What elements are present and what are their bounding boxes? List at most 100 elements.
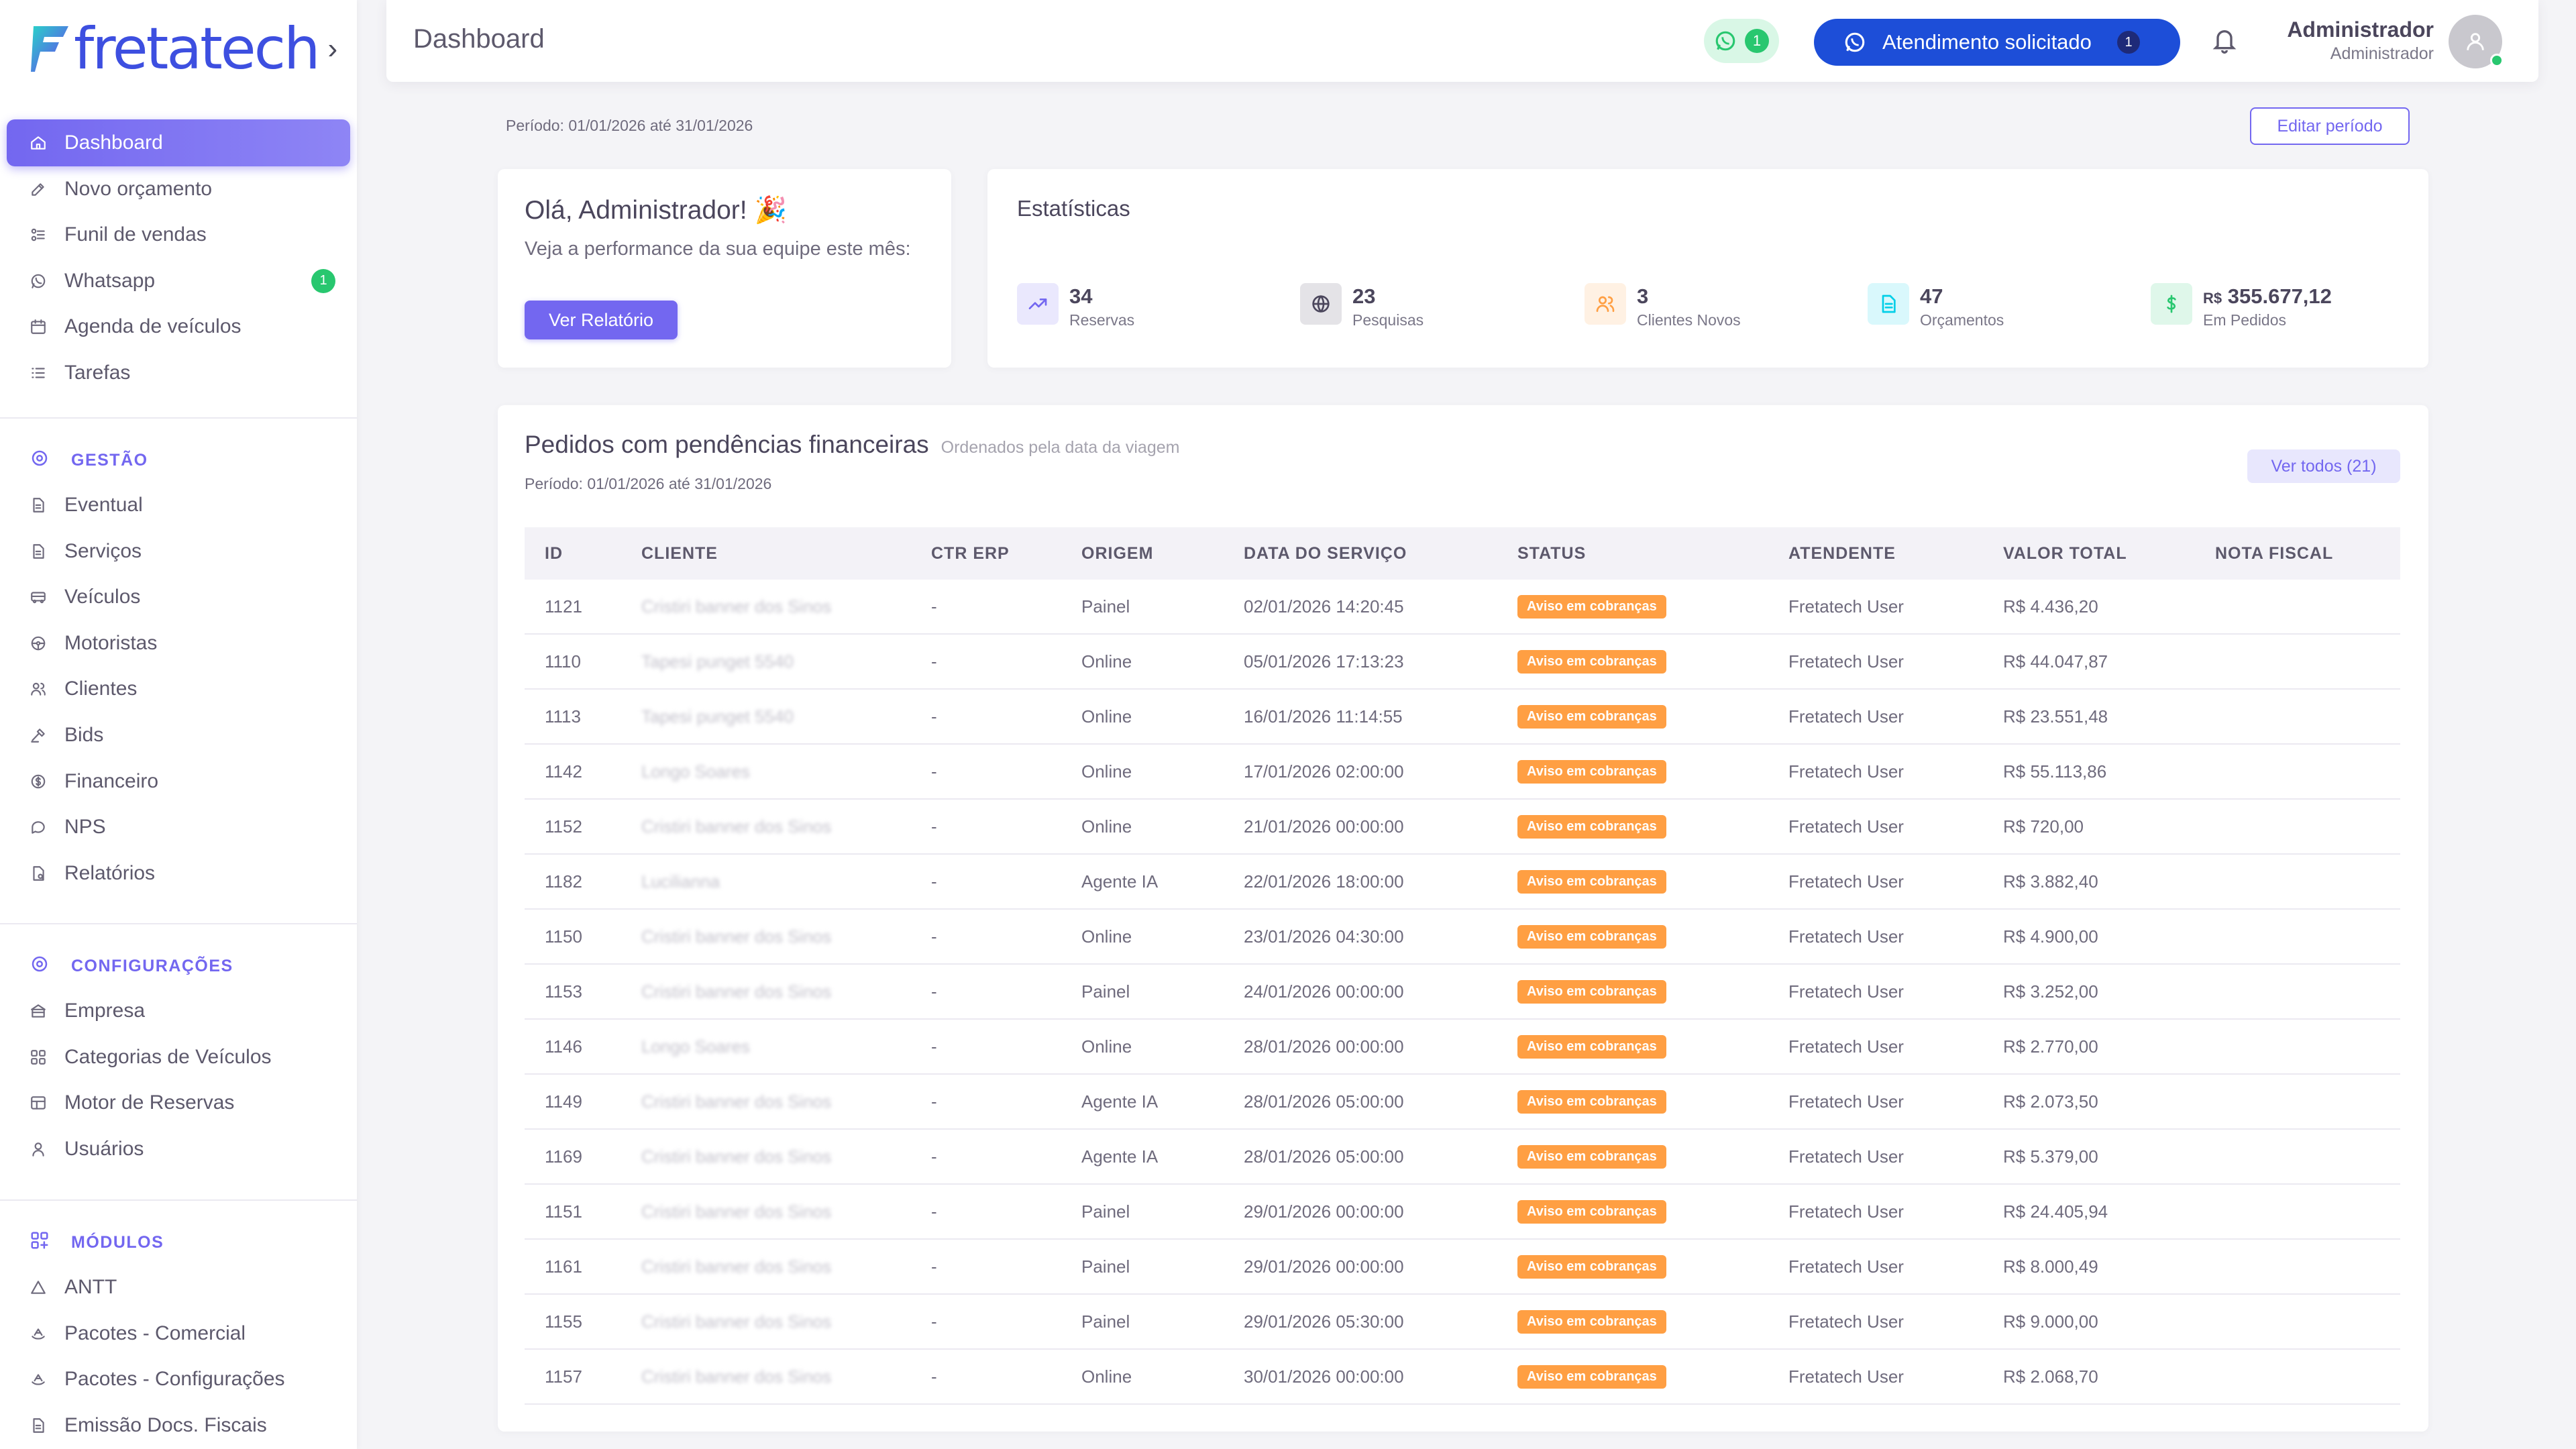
sidebar-item-categorias-de-veiculos[interactable]: Categorias de Veículos: [7, 1034, 350, 1081]
logo-mark-icon: [31, 26, 68, 72]
sidebar-item-label: Novo orçamento: [64, 177, 213, 200]
table-row[interactable]: 1169 Cristiri banner dos Sinos - Agente IA 2…: [525, 1130, 2400, 1185]
user-icon: [2467, 33, 2484, 50]
column-header-nota-fiscal[interactable]: NOTA FISCAL: [2215, 543, 2334, 563]
cell-cliente: Cristiri banner dos Sinos: [641, 1311, 931, 1332]
sidebar-item-nps[interactable]: NPS: [7, 804, 350, 851]
table-row[interactable]: 1182 Lucilianna - Agente IA 22/01/2026 18:00…: [525, 855, 2400, 910]
sidebar-item-tarefas[interactable]: Tarefas: [7, 350, 350, 396]
chevron-right-icon[interactable]: ›: [327, 32, 338, 65]
table-row[interactable]: 1146 Longo Soares - Online 28/01/2026 00:00:…: [525, 1020, 2400, 1075]
whatsapp-notification-button[interactable]: 1: [1704, 19, 1779, 63]
cell-cliente: Cristiri banner dos Sinos: [641, 1146, 931, 1167]
sidebar-item-label: Eventual: [64, 494, 143, 516]
users-icon: [1585, 283, 1626, 325]
sidebar-item-label: Motoristas: [64, 631, 158, 654]
sidebar-item-antt[interactable]: ANTT: [7, 1264, 350, 1311]
cell-origem: Agente IA: [1081, 1091, 1159, 1112]
sidebar: fretatech › Dashboard Novo orçamento Fun…: [0, 0, 357, 1449]
status-badge: Aviso em cobranças: [1517, 1255, 1666, 1279]
sidebar-section-title: GESTÃO: [30, 447, 148, 474]
building-icon: [28, 1001, 48, 1021]
column-header-status[interactable]: STATUS: [1517, 543, 1587, 563]
funnel-icon: [28, 225, 48, 245]
table-row[interactable]: 1142 Longo Soares - Online 17/01/2026 02:00:…: [525, 745, 2400, 800]
table-row[interactable]: 1113 Tapesi punget 5540 - Online 16/01/2026 …: [525, 690, 2400, 745]
sidebar-item-emissao-docs-fiscais[interactable]: Emissão Docs. Fiscais: [7, 1402, 350, 1449]
column-header-data-servico[interactable]: DATA DO SERVIÇO: [1244, 543, 1407, 563]
cell-data-servico: 29/01/2026 00:00:00: [1244, 1201, 1404, 1222]
column-header-origem[interactable]: ORIGEM: [1081, 543, 1154, 563]
sidebar-item-agenda-de-veiculos[interactable]: Agenda de veículos: [7, 303, 350, 350]
sidebar-item-usuarios[interactable]: Usuários: [7, 1126, 350, 1173]
sidebar-item-dashboard[interactable]: Dashboard: [7, 119, 350, 166]
column-header-atendente[interactable]: ATENDENTE: [1788, 543, 1896, 563]
sidebar-item-motoristas[interactable]: Motoristas: [7, 620, 350, 667]
table-row[interactable]: 1157 Cristiri banner dos Sinos - Online 30/0…: [525, 1350, 2400, 1405]
sidebar-item-empresa[interactable]: Empresa: [7, 987, 350, 1034]
cell-status: Aviso em cobranças: [1517, 759, 1788, 784]
table-row[interactable]: 1149 Cristiri banner dos Sinos - Agente IA 2…: [525, 1075, 2400, 1130]
cell-id: 1153: [545, 981, 582, 1002]
sidebar-item-relatorios[interactable]: Relatórios: [7, 850, 350, 897]
sidebar-item-bids[interactable]: Bids: [7, 712, 350, 759]
table-row[interactable]: 1121 Cristiri banner dos Sinos - Painel 02/0…: [525, 580, 2400, 635]
cell-origem: Online: [1081, 816, 1132, 837]
cell-status: Aviso em cobranças: [1517, 979, 1788, 1004]
brand-logo[interactable]: fretatech ›: [30, 20, 337, 78]
cell-origem: Agente IA: [1081, 1146, 1159, 1167]
cell-valor-total: R$ 4.436,20: [2003, 596, 2098, 616]
view-report-button[interactable]: Ver Relatório: [525, 301, 678, 339]
sidebar-item-funil-de-vendas[interactable]: Funil de vendas: [7, 211, 350, 258]
cell-origem: Online: [1081, 1036, 1132, 1057]
sidebar-item-clientes[interactable]: Clientes: [7, 665, 350, 712]
see-all-button[interactable]: Ver todos (21): [2247, 449, 2400, 483]
table-row[interactable]: 1110 Tapesi punget 5540 - Online 05/01/2026 …: [525, 635, 2400, 690]
table-row[interactable]: 1152 Cristiri banner dos Sinos - Online 21/0…: [525, 800, 2400, 855]
attendance-requested-button[interactable]: Atendimento solicitado 1: [1814, 19, 2180, 66]
client-name-redacted: Cristiri banner dos Sinos: [641, 1091, 832, 1112]
cell-status: Aviso em cobranças: [1517, 924, 1788, 949]
orders-period: Período: 01/01/2026 até 31/01/2026: [525, 475, 772, 492]
client-name-redacted: Lucilianna: [641, 871, 720, 892]
sidebar-item-whatsapp[interactable]: Whatsapp 1: [7, 258, 350, 305]
sidebar-item-label: Veículos: [64, 586, 141, 608]
table-row[interactable]: 1161 Cristiri banner dos Sinos - Painel 29/0…: [525, 1240, 2400, 1295]
cell-status: Aviso em cobranças: [1517, 1034, 1788, 1059]
stat-value-number: 355.677,12: [2227, 284, 2332, 308]
sidebar-item-novo-orcamento[interactable]: Novo orçamento: [7, 166, 350, 213]
column-header-valor-total[interactable]: VALOR TOTAL: [2003, 543, 2127, 563]
cell-data-servico: 16/01/2026 11:14:55: [1244, 706, 1403, 727]
avatar[interactable]: [2449, 15, 2504, 68]
period-text: Período: 01/01/2026 até 31/01/2026: [506, 117, 753, 134]
status-badge: Aviso em cobranças: [1517, 980, 1666, 1004]
sidebar-item-motor-de-reservas[interactable]: Motor de Reservas: [7, 1079, 350, 1126]
sidebar-item-pacotes-configuracoes[interactable]: Pacotes - Configurações: [7, 1356, 350, 1403]
table-row[interactable]: 1150 Cristiri banner dos Sinos - Online 23/0…: [525, 910, 2400, 965]
cell-ctr-erp: -: [931, 1146, 937, 1167]
column-header-cliente[interactable]: CLIENTE: [641, 543, 718, 563]
orders-table: ID CLIENTE CTR ERP ORIGEM DATA DO SERVIÇO STA…: [525, 527, 2400, 1405]
sidebar-item-veiculos[interactable]: Veículos: [7, 574, 350, 621]
sidebar-item-financeiro[interactable]: Financeiro: [7, 758, 350, 805]
dollar-icon: [2151, 283, 2192, 325]
cell-origem: Painel: [1081, 1201, 1130, 1222]
table-row[interactable]: 1151 Cristiri banner dos Sinos - Painel 29/0…: [525, 1185, 2400, 1240]
sidebar-item-eventual[interactable]: Eventual: [7, 482, 350, 529]
column-header-ctr-erp[interactable]: CTR ERP: [931, 543, 1010, 563]
cell-atendente: Fretatech User: [1788, 1146, 1904, 1167]
bell-icon[interactable]: [2211, 25, 2238, 58]
cell-atendente: Fretatech User: [1788, 1256, 1904, 1277]
sidebar-item-servicos[interactable]: Serviços: [7, 528, 350, 575]
sidebar-item-pacotes-comercial[interactable]: Pacotes - Comercial: [7, 1310, 350, 1357]
client-name-redacted: Cristiri banner dos Sinos: [641, 1201, 832, 1222]
coin-icon: [28, 771, 48, 792]
table-row[interactable]: 1155 Cristiri banner dos Sinos - Painel 29/0…: [525, 1295, 2400, 1350]
edit-period-button[interactable]: Editar período: [2250, 107, 2410, 145]
stat-value-prefix: R$: [2203, 290, 2222, 307]
table-row[interactable]: 1153 Cristiri banner dos Sinos - Painel 24/0…: [525, 965, 2400, 1020]
sidebar-item-label: Usuários: [64, 1137, 144, 1160]
column-header-id[interactable]: ID: [545, 543, 563, 563]
cell-valor-total: R$ 5.379,00: [2003, 1146, 2098, 1167]
online-status-dot: [2490, 54, 2504, 67]
